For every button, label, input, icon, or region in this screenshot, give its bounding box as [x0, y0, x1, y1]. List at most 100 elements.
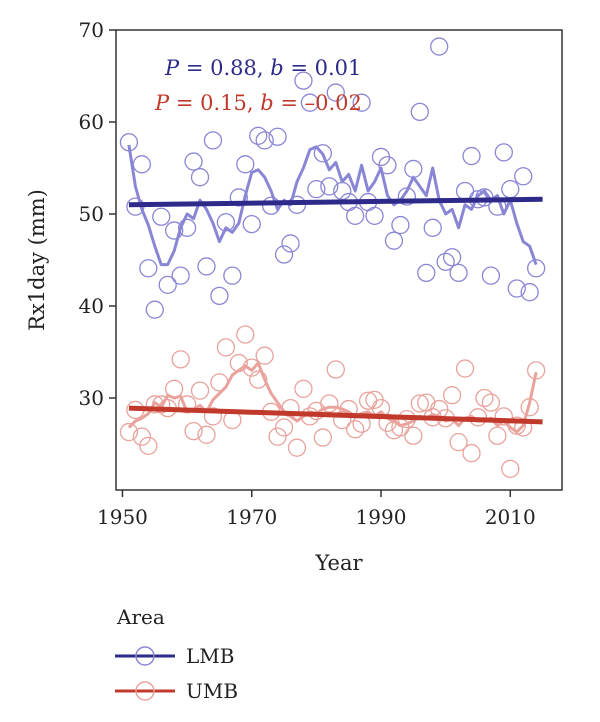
data-point-lmb [514, 167, 533, 186]
data-point-umb [171, 350, 190, 369]
data-point-lmb [132, 155, 152, 174]
data-point-lmb [404, 159, 423, 179]
y-tick-label: 60 [79, 110, 104, 134]
data-point-umb [333, 410, 352, 430]
data-point-lmb [507, 279, 526, 298]
x-tick-label: 1990 [356, 505, 407, 529]
data-point-lmb [177, 218, 197, 237]
data-point-lmb [152, 207, 171, 226]
data-point-lmb [236, 155, 255, 174]
data-point-umb [249, 370, 268, 389]
legend-title: Area [116, 605, 165, 629]
x-axis-title: Year [314, 551, 363, 575]
data-point-lmb [313, 144, 332, 163]
data-point-lmb [501, 180, 520, 199]
data-point-lmb [365, 206, 384, 225]
data-point-lmb [281, 234, 300, 253]
data-point-umb [410, 394, 429, 413]
series-umb [119, 325, 546, 478]
legend-item-umb: UMB [115, 679, 238, 703]
data-point-lmb [249, 126, 268, 145]
data-point-umb [287, 438, 307, 457]
data-point-umb [203, 407, 223, 426]
data-point-umb [346, 420, 365, 439]
data-point-lmb [197, 257, 216, 276]
series-lmb [119, 37, 546, 319]
data-point-umb [475, 388, 494, 408]
data-point-lmb [307, 180, 326, 199]
moving-average-line-lmb [127, 144, 538, 267]
data-point-lmb [494, 143, 513, 162]
data-point-umb [326, 360, 345, 379]
data-point-lmb [423, 218, 442, 237]
data-point-umb [455, 359, 475, 378]
data-point-umb [216, 338, 236, 357]
data-point-umb [184, 421, 203, 441]
trend-line-lmb [128, 196, 543, 208]
data-point-umb [119, 422, 139, 442]
data-point-lmb [294, 71, 313, 90]
data-point-lmb [190, 168, 210, 187]
data-point-umb [132, 427, 152, 446]
y-axis-title: Rx1day (mm) [25, 189, 49, 331]
data-point-lmb [436, 252, 455, 271]
x-axis: 1950 1970 1990 2010 [97, 490, 536, 529]
legend: Area LMB UMB [115, 605, 238, 703]
data-point-lmb [274, 245, 294, 264]
data-point-umb [268, 427, 287, 446]
data-point-lmb [352, 93, 371, 112]
data-point-lmb [165, 221, 184, 240]
annotation-umb: P = 0.15, b = –0.02 [154, 91, 362, 115]
plot-marks [119, 37, 546, 478]
data-point-umb [255, 346, 274, 365]
data-point-lmb [326, 83, 345, 102]
data-point-lmb [520, 283, 539, 302]
data-point-umb [320, 394, 339, 413]
data-point-lmb [229, 188, 248, 207]
data-point-umb [197, 425, 216, 444]
data-point-umb [313, 428, 332, 447]
x-tick-label: 2010 [485, 505, 536, 529]
data-point-lmb [300, 93, 320, 112]
data-point-lmb [171, 266, 190, 285]
data-point-umb [190, 381, 210, 400]
plot-area-frame [115, 29, 563, 491]
data-point-lmb [203, 131, 223, 150]
y-tick-label: 70 [79, 18, 104, 42]
data-point-umb [274, 418, 294, 437]
annotation-lmb: P = 0.88, b = 0.01 [164, 56, 361, 80]
data-point-umb [442, 386, 462, 405]
data-point-umb [494, 407, 513, 426]
data-point-lmb [346, 206, 365, 225]
data-point-lmb [255, 131, 274, 150]
data-point-lmb [481, 266, 501, 285]
data-point-lmb [242, 214, 261, 234]
data-point-lmb [223, 266, 242, 285]
data-point-lmb [417, 263, 436, 283]
data-point-lmb [526, 259, 546, 278]
data-point-umb [294, 379, 313, 398]
data-point-umb [236, 325, 255, 344]
data-point-lmb [210, 286, 229, 306]
data-point-lmb [268, 127, 287, 146]
x-tick-label: 1950 [97, 505, 148, 529]
y-tick-label: 50 [79, 202, 104, 226]
data-point-lmb [430, 37, 449, 56]
data-point-umb [449, 433, 468, 452]
data-point-lmb [384, 231, 404, 250]
data-point-umb [139, 436, 158, 455]
data-point-umb [481, 393, 501, 412]
y-tick-label: 40 [79, 294, 104, 318]
legend-label-lmb: LMB [186, 644, 234, 668]
data-point-lmb [378, 156, 397, 175]
data-point-umb [488, 426, 507, 445]
x-tick-label: 1970 [226, 505, 277, 529]
data-point-lmb [462, 146, 481, 166]
legend-swatch-marker-umb [135, 681, 155, 701]
y-tick-label: 30 [79, 386, 104, 410]
legend-label-umb: UMB [186, 679, 238, 703]
data-point-lmb [449, 263, 468, 283]
data-point-lmb [391, 215, 410, 235]
data-point-lmb [139, 259, 158, 278]
